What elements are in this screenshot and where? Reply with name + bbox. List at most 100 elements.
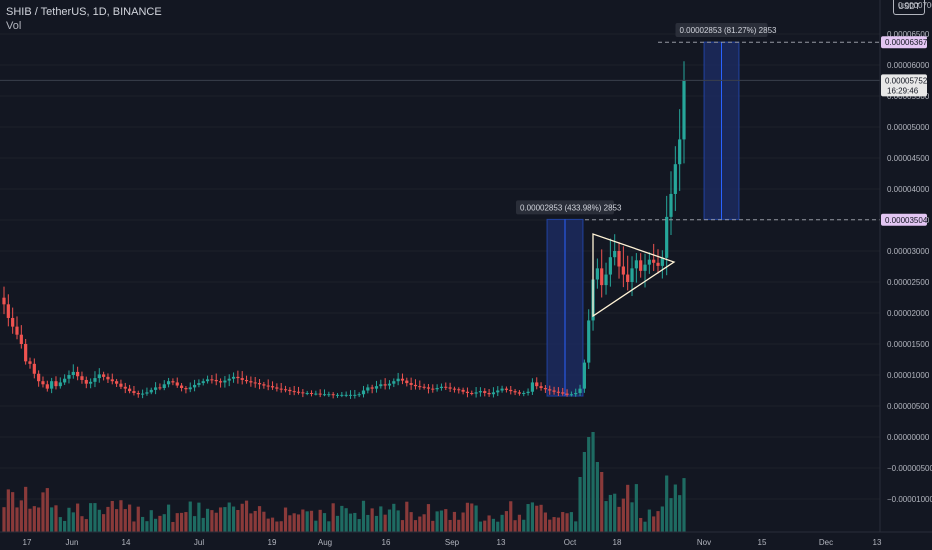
volume-bar <box>158 515 162 532</box>
current-price-label: 0.00005752 <box>885 76 928 85</box>
volume-bar <box>84 519 88 532</box>
time-tick-label: Jul <box>194 538 204 547</box>
candle-body <box>275 387 279 389</box>
volume-bar <box>249 513 253 532</box>
price-axis[interactable]: 0.00006500 0.00006000 0.00005500 0.00005000… <box>0 0 932 533</box>
volume-bar <box>279 521 283 532</box>
volume-bar <box>106 506 110 532</box>
time-tick-label: 17 <box>23 538 32 547</box>
volume-bars <box>2 432 686 532</box>
volume-bar <box>210 510 214 532</box>
volume-bar <box>383 514 387 532</box>
candle-body <box>128 388 132 392</box>
time-axis[interactable]: 17 Jun 14 Jul 19 Aug 16 Sep 13 Oct 18 Nov 15 Dec 13 <box>23 538 882 547</box>
candle-body <box>517 392 522 394</box>
volume-bar <box>240 503 244 532</box>
candle-body <box>106 376 110 380</box>
volume-bar <box>370 508 374 532</box>
volume-bar <box>608 494 612 532</box>
candle-body <box>110 379 114 382</box>
volume-bar <box>132 521 136 532</box>
volume-bar <box>418 516 422 532</box>
volume-bar <box>600 472 604 532</box>
volume-bar <box>474 505 478 532</box>
volume-bar <box>76 503 80 532</box>
range-measurements[interactable]: 0.00002853 (433.98%) 2853 0.00002853 (81.… <box>516 23 777 397</box>
candle-body <box>45 384 49 389</box>
candle-body <box>374 386 379 389</box>
volume-bar <box>19 500 23 532</box>
volume-bar <box>422 514 426 532</box>
candle-body <box>54 381 58 387</box>
candle-body <box>344 394 348 396</box>
volume-bar <box>487 515 491 532</box>
candle-body <box>673 164 677 194</box>
symbol-title[interactable]: SHIB / TetherUS, 1D, BINANCE <box>6 6 162 18</box>
currency-unit-badge[interactable]: USDT <box>893 0 925 15</box>
volume-bar <box>513 520 517 532</box>
volume-bar <box>409 512 413 532</box>
volume-bar <box>496 521 500 532</box>
candle-body <box>604 274 608 286</box>
candle-body <box>58 382 62 387</box>
volume-bar <box>32 506 36 532</box>
candle-body <box>630 268 634 282</box>
range-label-bg <box>675 23 768 38</box>
volume-bar <box>634 484 638 532</box>
volume-bar <box>392 503 396 532</box>
candle-body <box>28 361 32 364</box>
candle-body <box>470 392 474 394</box>
price-tick-label: 0.00000500 <box>887 402 930 411</box>
candle-body <box>136 392 140 395</box>
candle-body <box>244 379 249 382</box>
horizontal-lines <box>0 41 880 221</box>
candle-body <box>270 386 275 388</box>
candle-body <box>153 387 158 390</box>
price-tick-label-partial: 0.00007000 <box>898 1 932 10</box>
volume-bar <box>179 512 184 532</box>
volume-bar <box>201 517 205 532</box>
candle-body <box>487 392 491 395</box>
volume-bar <box>11 492 15 532</box>
candle-body <box>504 388 509 390</box>
volume-bar <box>283 507 288 532</box>
volume-bar <box>444 509 448 532</box>
volume-bar <box>227 502 231 532</box>
volume-bar <box>491 518 496 532</box>
candle-body <box>24 344 28 362</box>
volume-bar <box>301 509 305 532</box>
candle-body <box>119 383 123 387</box>
candle-body <box>457 389 461 391</box>
volume-bar <box>110 500 114 532</box>
candle-body <box>452 388 457 390</box>
candle-body <box>50 381 54 389</box>
triangle-pattern[interactable] <box>592 233 676 318</box>
volume-bar <box>97 509 101 532</box>
candle-body <box>578 388 582 393</box>
volume-bar <box>617 506 621 532</box>
volume-bar <box>153 518 158 532</box>
candle-body <box>682 80 686 140</box>
volume-bar <box>136 506 140 532</box>
candle-body <box>218 381 223 383</box>
volume-bar <box>270 517 275 532</box>
candle-body <box>426 387 431 389</box>
volume-bar <box>530 502 535 532</box>
candle-body <box>660 257 664 266</box>
volume-bar <box>162 514 166 532</box>
price-tick-label: 0.00001000 <box>887 371 930 380</box>
candle-body <box>214 379 218 382</box>
candle-body <box>565 393 569 395</box>
time-tick-label: Sep <box>445 538 460 547</box>
volume-bar <box>166 504 171 532</box>
price-tick-label: −0.00000500 <box>887 464 932 473</box>
price-tick-label: 0.00005000 <box>887 123 930 132</box>
candle-body <box>491 392 496 395</box>
candle-body <box>366 387 370 391</box>
candle-body <box>102 374 106 377</box>
volume-bar <box>348 513 353 532</box>
candle-body <box>149 389 153 393</box>
candle-body <box>556 391 560 393</box>
volume-bar <box>292 513 296 532</box>
